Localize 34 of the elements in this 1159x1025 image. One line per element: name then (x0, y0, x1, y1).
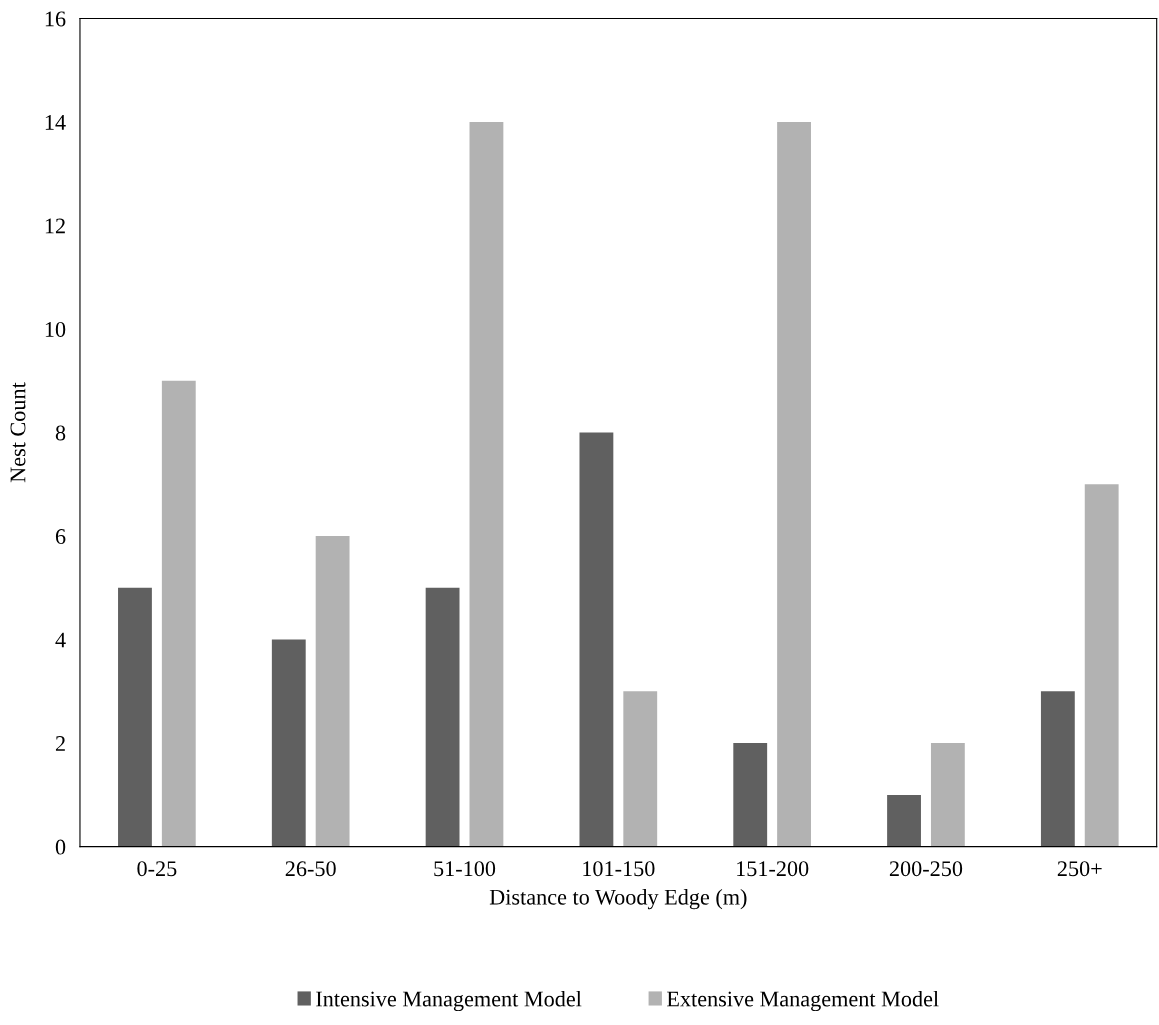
bar (887, 794, 921, 847)
bar (161, 380, 196, 847)
x-tick-label: 151-200 (737, 861, 809, 877)
x-tick-label: 51-100 (434, 861, 496, 877)
x-tick-label: 101-150 (583, 861, 655, 877)
bar (469, 121, 504, 847)
bar (118, 587, 152, 847)
y-tick-label: 16 (45, 11, 66, 27)
y-tick-label: 2 (55, 736, 65, 751)
y-tick-label: 10 (45, 321, 66, 337)
legend-label: Extensive Management Model (666, 990, 939, 1012)
y-tick-label: 12 (45, 218, 65, 234)
bar (271, 639, 306, 847)
bar (425, 587, 460, 847)
bar (930, 743, 965, 847)
bar (315, 536, 350, 847)
y-tick-label: 4 (55, 632, 66, 648)
x-axis-title: Distance to Woody Edge (m) (489, 889, 747, 910)
y-axis-title: Nest Count (10, 382, 26, 483)
bar (623, 691, 658, 847)
bar (1040, 691, 1075, 847)
bar (1084, 484, 1119, 847)
y-tick-label: 6 (55, 529, 66, 544)
y-tick-label: 0 (55, 839, 66, 855)
x-tick-label: 0-25 (137, 861, 177, 877)
bar (733, 743, 768, 847)
x-tick-label: 250+ (1057, 861, 1102, 877)
x-tick-label: 200-250 (889, 861, 963, 877)
x-tick-label: 26-50 (285, 861, 336, 877)
bar (777, 121, 811, 847)
legend-label: Intensive Management Model (316, 990, 582, 1012)
bar (579, 432, 614, 847)
y-tick-label: 8 (55, 425, 66, 441)
y-tick-label: 14 (45, 115, 66, 130)
